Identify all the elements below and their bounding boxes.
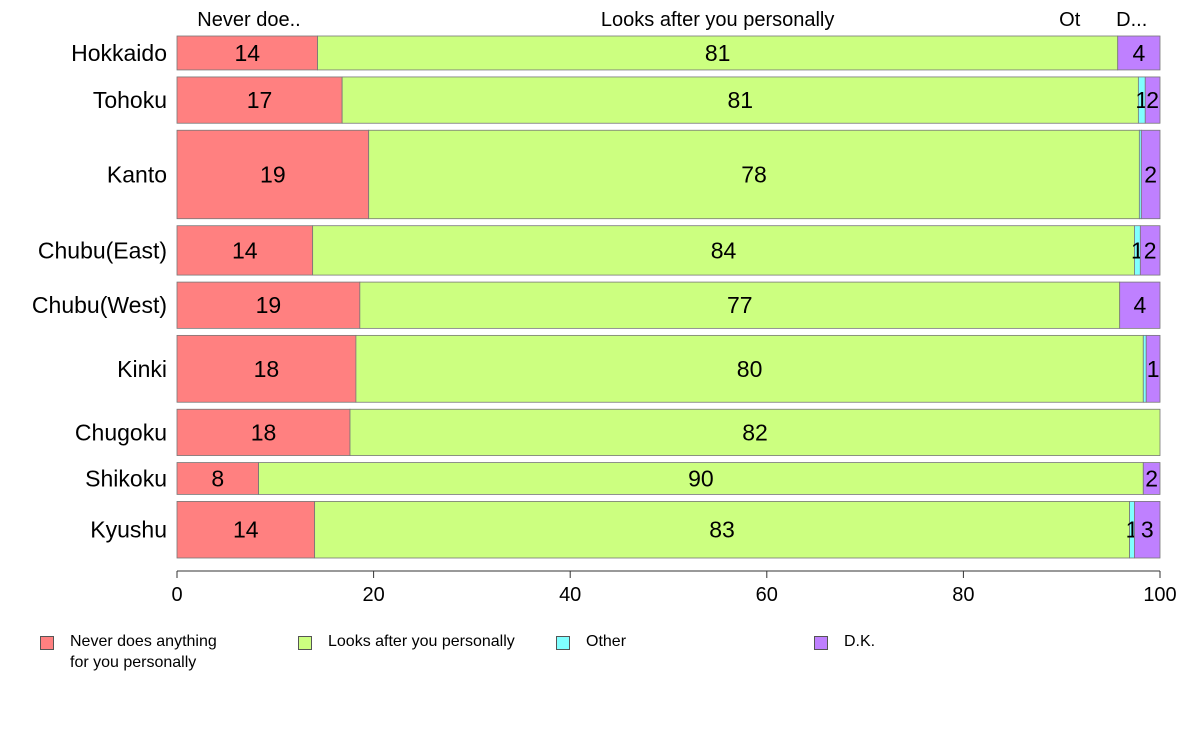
x-axis: 0 20 40 60 80 100 (171, 570, 1177, 606)
category-label: Chubu(West) (32, 292, 167, 318)
data-label: 4 (1133, 292, 1146, 318)
bar-segment (1140, 129, 1161, 220)
bar-segment (176, 129, 370, 220)
legend-label: Other (586, 633, 627, 650)
category-label: Chubu(East) (38, 237, 167, 263)
x-tick-label: 80 (952, 584, 974, 606)
series-header-label: Ot (1059, 9, 1081, 31)
category-label: Kyushu (90, 517, 167, 543)
category-label: Shikoku (85, 465, 167, 491)
stacked-bar-chart: Never doe.. Looks after you personally Ot D… (32, 9, 1177, 606)
x-tick-label: 60 (756, 584, 778, 606)
category-labels: Hokkaido Tohoku Kanto Chubu(East) Chubu(West… (32, 40, 167, 543)
category-label: Kanto (107, 161, 167, 187)
legend-swatch (814, 636, 828, 650)
data-label: 18 (251, 419, 277, 445)
bar-segment (176, 408, 351, 456)
bar-segment (359, 281, 1121, 329)
legend-item: D.K. (814, 633, 875, 652)
series-header-label: Looks after you personally (601, 9, 834, 31)
category-label: Hokkaido (71, 40, 167, 66)
category-label: Kinki (117, 356, 167, 382)
legend-label: Looks after you personally (328, 633, 515, 650)
bar-segment (317, 35, 1119, 71)
data-label: 81 (727, 87, 753, 113)
series-header-labels: Never doe.. Looks after you personally Ot D… (197, 9, 1147, 31)
bar-segment (176, 334, 357, 403)
x-tick-label: 0 (171, 584, 182, 606)
data-label: 14 (232, 237, 258, 263)
legend-swatch (556, 636, 570, 650)
x-tick-label: 40 (559, 584, 581, 606)
category-label: Tohoku (93, 87, 167, 113)
data-label: 82 (742, 419, 768, 445)
legend: Never does anything for you personally Lo… (0, 620, 1188, 680)
bar-segment (1144, 76, 1161, 124)
bar-segment (312, 225, 1135, 276)
data-label: 2 (1144, 161, 1157, 187)
data-label: 14 (234, 40, 260, 66)
data-label: 3 (1141, 517, 1154, 543)
data-label: 81 (705, 40, 731, 66)
bar-segment (355, 334, 1144, 403)
bar-segment (1145, 334, 1161, 403)
bar-segment (258, 462, 1144, 495)
data-label: 78 (741, 161, 767, 187)
series-header-label: Never doe.. (197, 9, 300, 31)
bar-segment (176, 35, 318, 71)
data-label: 8 (211, 465, 224, 491)
data-label: 19 (256, 292, 282, 318)
series-header-label: D... (1116, 9, 1147, 31)
legend-swatch (298, 636, 312, 650)
data-label: 19 (260, 161, 286, 187)
legend-label: D.K. (844, 633, 876, 650)
x-tick-label: 100 (1143, 584, 1176, 606)
data-label: 4 (1132, 40, 1145, 66)
bar-segment (341, 76, 1139, 124)
data-label: 18 (254, 356, 280, 382)
data-label: 14 (233, 517, 259, 543)
data-label: 84 (711, 237, 737, 263)
bar-segment (349, 408, 1161, 456)
category-label: Chugoku (75, 419, 167, 445)
bar-segment (1142, 462, 1161, 495)
legend-item: Other (556, 633, 626, 652)
bar-segment (1117, 35, 1161, 71)
data-label: 17 (247, 87, 273, 113)
bar-segment (314, 501, 1130, 559)
bar-segment (368, 129, 1140, 220)
data-label: 1 (1147, 356, 1160, 382)
data-label: 77 (727, 292, 753, 318)
bar-segment (1139, 225, 1161, 276)
legend-swatch (40, 636, 54, 650)
data-label: 80 (737, 356, 763, 382)
legend-item: Looks after you personally (298, 633, 515, 652)
bar-segment (176, 501, 316, 559)
data-label: 2 (1145, 465, 1158, 491)
x-tick-label: 20 (362, 584, 384, 606)
bar-segment (1134, 501, 1161, 559)
data-label: 2 (1146, 87, 1159, 113)
data-label: 2 (1144, 237, 1157, 263)
data-label: 83 (709, 517, 735, 543)
data-label: 90 (688, 465, 714, 491)
legend-label: Never does anything for you personally (70, 633, 217, 671)
bar-segment (176, 76, 343, 124)
bar-segment (176, 281, 361, 329)
legend-item: Never does anything for you personally (40, 633, 217, 673)
bar-segment (1119, 281, 1161, 329)
